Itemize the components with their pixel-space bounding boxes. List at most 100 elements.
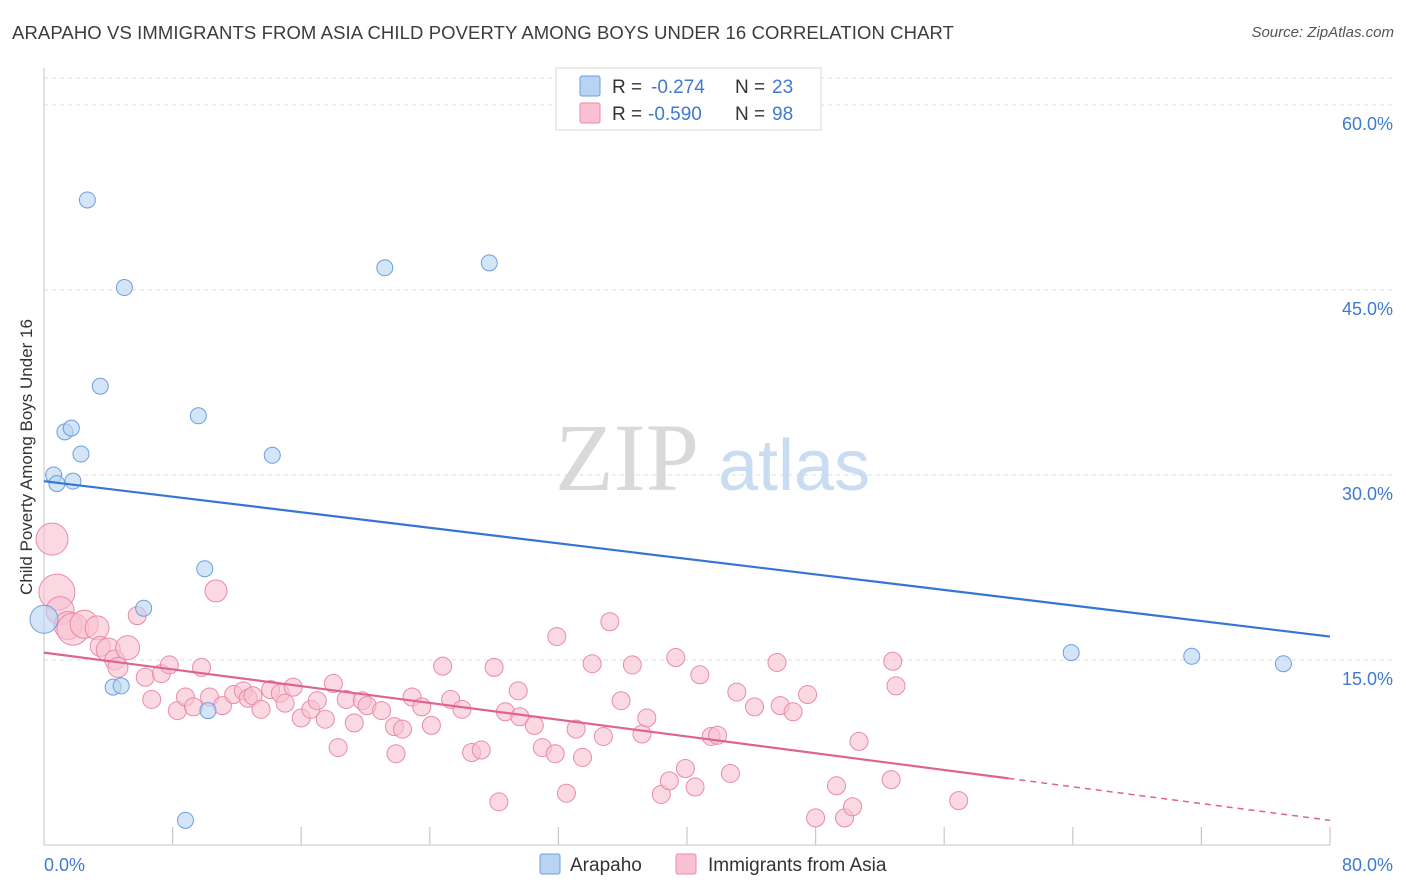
asia-point — [142, 689, 162, 709]
asia-point — [386, 744, 406, 764]
arapaho-point — [29, 604, 59, 634]
asia-point — [566, 719, 586, 739]
asia-point — [372, 701, 392, 721]
asia-point — [323, 673, 343, 693]
asia-point — [433, 656, 453, 676]
arapaho-point — [115, 279, 133, 297]
asia-point — [622, 655, 642, 675]
asia-point — [573, 747, 593, 767]
legend-arapaho-n-value: 23 — [772, 77, 793, 98]
y-tick-labels: 15.0% 30.0% 45.0% 60.0% — [1342, 114, 1393, 689]
trend-lines — [43, 480, 1331, 822]
asia-point — [328, 738, 348, 758]
arapaho-point — [196, 560, 214, 578]
asia-point — [849, 731, 869, 751]
legend-arapaho-swatch — [579, 75, 601, 97]
arapaho-point — [64, 472, 82, 490]
arapaho-point — [263, 446, 281, 464]
legend-bottom-asia-label: Immigrants from Asia — [708, 855, 887, 876]
asia-point — [159, 655, 179, 675]
arapaho-point — [480, 254, 498, 272]
asia-point — [524, 715, 544, 735]
legend-arapaho-r-label: R = — [612, 77, 642, 98]
watermark: ZIP atlas — [555, 404, 870, 511]
asia-point — [593, 726, 613, 746]
asia-point — [806, 808, 826, 828]
asia-point — [315, 709, 335, 729]
arapaho-point — [78, 191, 96, 209]
asia-point — [471, 740, 491, 760]
asia-point — [675, 759, 695, 779]
asia-point — [115, 635, 141, 661]
arapaho-point — [72, 445, 90, 463]
x-axis-ticks — [172, 827, 1331, 845]
asia-point — [783, 702, 803, 722]
asia-point — [690, 665, 710, 685]
asia-point — [611, 691, 631, 711]
arapaho-point — [1274, 655, 1292, 673]
asia-point — [344, 713, 364, 733]
asia-point — [767, 652, 787, 672]
arapaho-point — [62, 419, 80, 437]
y-axis-title: Child Poverty Among Boys Under 16 — [17, 319, 36, 595]
asia-trend-line — [43, 651, 1009, 780]
legend-series: Arapaho Immigrants from Asia — [539, 853, 887, 876]
asia-point — [745, 697, 765, 717]
asia-point — [307, 691, 327, 711]
asia-point — [949, 791, 969, 811]
asia-point — [135, 667, 155, 687]
asia-point — [556, 783, 576, 803]
legend-stats: R = -0.274 N = 23 R = -0.590 N = 98 — [555, 67, 822, 131]
asia-point — [484, 657, 504, 677]
legend-bottom-arapaho-label: Arapaho — [570, 855, 642, 876]
asia-point — [508, 681, 528, 701]
asia-point — [84, 615, 110, 641]
legend-asia-r-value: -0.590 — [648, 104, 702, 125]
legend-bottom-asia-swatch — [675, 853, 697, 875]
asia-point — [35, 522, 69, 556]
asia-trend-line-extension — [1008, 777, 1331, 822]
asia-point — [547, 627, 567, 647]
arapaho-point — [189, 407, 207, 425]
arapaho-point — [1062, 644, 1080, 662]
asia-point — [632, 724, 652, 744]
y-tick-label: 15.0% — [1342, 669, 1393, 689]
watermark-zip: ZIP — [555, 404, 699, 511]
arapaho-point — [91, 377, 109, 395]
gridlines — [44, 77, 1393, 661]
arapaho-point — [176, 811, 194, 829]
asia-point — [183, 697, 203, 717]
arapaho-point — [135, 599, 153, 617]
arapaho-point — [376, 259, 394, 277]
asia-point — [582, 654, 602, 674]
asia-point — [685, 777, 705, 797]
legend-arapaho-r-value: -0.274 — [651, 77, 705, 98]
arapaho-point — [112, 677, 130, 695]
asia-point — [883, 651, 903, 671]
asia-point — [727, 682, 747, 702]
y-tick-label: 30.0% — [1342, 484, 1393, 504]
arapaho-trend-line — [43, 480, 1331, 638]
asia-point — [600, 612, 620, 632]
asia-point — [666, 648, 686, 668]
asia-point — [452, 699, 472, 719]
asia-point — [798, 685, 818, 705]
legend-asia-r-label: R = — [612, 104, 642, 125]
asia-point — [720, 763, 740, 783]
asia-point — [489, 792, 509, 812]
asia-point — [392, 719, 412, 739]
asia-point — [637, 708, 657, 728]
arapaho-point — [199, 702, 217, 720]
asia-point — [204, 579, 228, 603]
legend-bottom-arapaho-swatch — [539, 853, 561, 875]
series-asia-points — [35, 522, 969, 828]
asia-point — [881, 770, 901, 790]
x-tick-label-max: 80.0% — [1342, 855, 1393, 875]
asia-point — [421, 715, 441, 735]
y-tick-label: 60.0% — [1342, 114, 1393, 134]
arapaho-point — [1183, 647, 1201, 665]
asia-point — [545, 744, 565, 764]
asia-point — [886, 676, 906, 696]
asia-point — [275, 693, 295, 713]
chart-title: ARAPAHO VS IMMIGRANTS FROM ASIA CHILD PO… — [12, 22, 955, 43]
